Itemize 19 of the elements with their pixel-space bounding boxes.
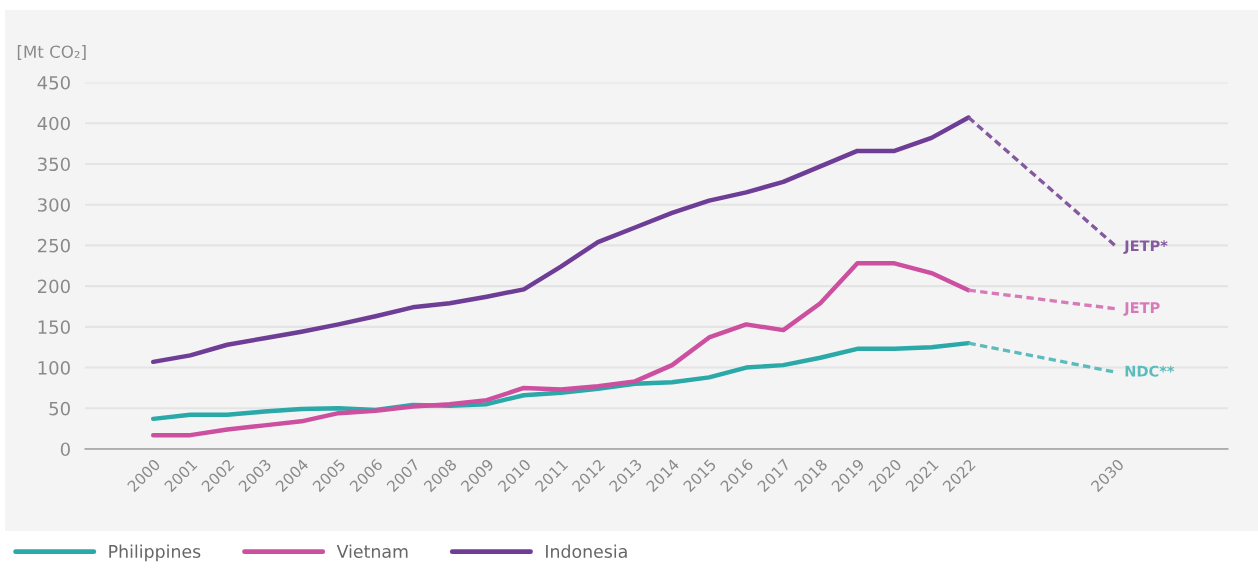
y-tick-label: 300 xyxy=(38,198,70,212)
line-series xyxy=(150,261,971,438)
y-tick-label: 50 xyxy=(49,401,70,416)
y-axis-title: [Mt CO₂] xyxy=(17,45,86,60)
y-tick-label: 250 xyxy=(37,238,70,253)
y-tick-label: 450 xyxy=(37,75,70,90)
y-tick-label: 400 xyxy=(37,116,70,131)
annotation: JETP* xyxy=(1123,240,1168,254)
legend-label: Indonesia xyxy=(546,544,627,559)
y-tick-label: 350 xyxy=(38,157,70,172)
y-tick-label: 200 xyxy=(37,279,70,294)
annotation: JETP xyxy=(1123,302,1160,316)
legend-label: Philippines xyxy=(109,544,201,562)
legend-label: Vietnam xyxy=(336,544,408,559)
line-series xyxy=(150,115,971,365)
annotation: NDC** xyxy=(1125,365,1175,377)
y-tick-label: 0 xyxy=(60,442,70,457)
y-tick-label: 100 xyxy=(38,361,70,375)
y-tick-label: 150 xyxy=(38,320,70,334)
